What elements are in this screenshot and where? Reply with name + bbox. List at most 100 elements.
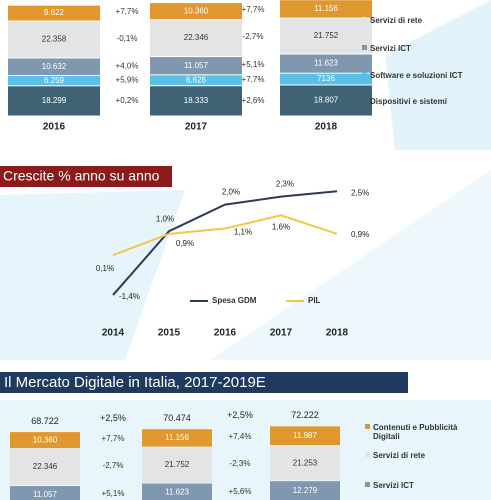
legend-item: Servizi ICT: [365, 481, 485, 490]
bar-segment: [10, 449, 80, 486]
bar-segment: [150, 57, 242, 75]
value-label: 11.057: [184, 61, 208, 70]
bar-segment: [270, 446, 340, 481]
legend-label: Servizi di rete: [373, 451, 426, 460]
value-label: 7136: [317, 74, 335, 83]
value-label: 22.346: [33, 462, 58, 471]
value-label: 2,0%: [222, 188, 240, 197]
legend-item: Dispositivi e sistemi: [362, 97, 488, 106]
value-label: 21.253: [293, 458, 318, 467]
growth-label: +7,7%: [116, 7, 139, 16]
value-label: 0,9%: [176, 239, 194, 248]
bar-segment: [8, 21, 100, 58]
legend-label: Servizi ICT: [370, 44, 411, 53]
legend-marker: [362, 72, 367, 77]
legend-marker: [362, 98, 367, 103]
value-label: 2,3%: [276, 180, 294, 189]
title-bar: [0, 372, 408, 393]
growth-label: +5,9%: [116, 76, 139, 85]
bar-segment: [142, 447, 212, 483]
growth-label: +4,0%: [116, 61, 139, 70]
bar-segment: [10, 486, 80, 500]
value-label: 11.156: [314, 4, 338, 13]
growth-label: +2,6%: [242, 96, 265, 105]
value-label: 1,6%: [272, 222, 290, 231]
growth-label: +7,7%: [242, 5, 265, 14]
growth-label: -2,3%: [230, 459, 251, 468]
legend-marker: [362, 45, 367, 50]
legend-label: Contenuti e Pubblicità Digitali: [373, 423, 458, 441]
x-tick-label: 2016: [43, 122, 66, 133]
legend-label: PIL: [308, 296, 321, 305]
value-label: 6.259: [44, 76, 65, 85]
value-label: 18.333: [184, 96, 209, 105]
data-line: [112, 190, 338, 296]
legend-label: Servizi di rete: [370, 16, 423, 25]
legend-marker: [365, 424, 370, 429]
x-tick-label: 2018: [326, 328, 349, 339]
value-label: 11.057: [33, 490, 57, 499]
legend-marker: [365, 452, 370, 457]
value-label: 10.360: [33, 435, 58, 444]
growth-label: -2,7%: [103, 461, 124, 470]
bar-segment: [10, 432, 80, 449]
legend-item: Servizi ICT: [362, 44, 488, 53]
bar-segment: [8, 58, 100, 75]
bar-segment: [150, 86, 242, 116]
bar-segment: [142, 483, 212, 500]
growth-label: +7,7%: [102, 434, 125, 443]
growth-label: +7,4%: [229, 432, 252, 441]
value-label: 10.632: [42, 62, 67, 71]
data-line: [112, 214, 338, 257]
x-tick-label: 2018: [315, 122, 338, 133]
bar-segment: [270, 426, 340, 446]
x-tick-label: 2017: [185, 122, 208, 133]
legend-label: Software e soluzioni ICT: [370, 71, 463, 80]
legend-item: Servizi di rete: [362, 16, 488, 25]
value-label: 22.346: [184, 33, 209, 42]
value-label: -1,4%: [119, 292, 140, 301]
bar-segment: [150, 20, 242, 57]
growth-label: +7,7%: [242, 75, 265, 84]
x-tick-label: 2015: [158, 328, 181, 339]
value-label: 10.360: [184, 6, 209, 15]
value-label: 1,0%: [156, 214, 174, 223]
value-label: 11.623: [314, 59, 338, 68]
legend-item: Software e soluzioni ICT: [362, 71, 488, 80]
title-bar: [0, 166, 172, 187]
legend-marker: [362, 17, 367, 22]
value-label: 11.156: [165, 433, 189, 442]
legend-label: Spesa GDM: [212, 296, 257, 305]
bar-segment: [8, 86, 100, 116]
growth-label: +5,6%: [229, 487, 252, 496]
total-label: 70.474: [163, 413, 191, 423]
bar-segment: [8, 5, 100, 21]
growth-label: +0,2%: [116, 96, 139, 105]
background-shape: [210, 170, 491, 360]
x-tick-label: 2016: [214, 328, 237, 339]
legend-item: Servizi di rete: [365, 451, 485, 460]
bar-segment: [280, 18, 372, 54]
value-label: 11.987: [293, 431, 317, 440]
growth-label: -2,7%: [243, 32, 264, 41]
bar-segment: [8, 75, 100, 86]
bar-segment: [280, 73, 372, 85]
growth-label: +2,5%: [100, 413, 126, 423]
value-label: 22.358: [42, 35, 67, 44]
value-label: 18.807: [314, 96, 339, 105]
growth-label: -0,1%: [117, 34, 138, 43]
bar-segment: [142, 429, 212, 447]
bar-segment: [280, 54, 372, 73]
x-tick-label: 2017: [270, 328, 293, 339]
bar-segment: [280, 0, 372, 18]
value-label: 21.752: [165, 460, 190, 469]
background-shape: [0, 190, 185, 360]
value-label: 0,1%: [96, 264, 114, 273]
growth-label: +5,1%: [242, 60, 265, 69]
total-label: 72.222: [291, 410, 319, 420]
legend-label: Dispositivi e sistemi: [370, 97, 447, 106]
value-label: 1,1%: [234, 228, 252, 237]
total-label: 68.722: [31, 416, 59, 426]
value-label: 9.622: [44, 8, 65, 17]
